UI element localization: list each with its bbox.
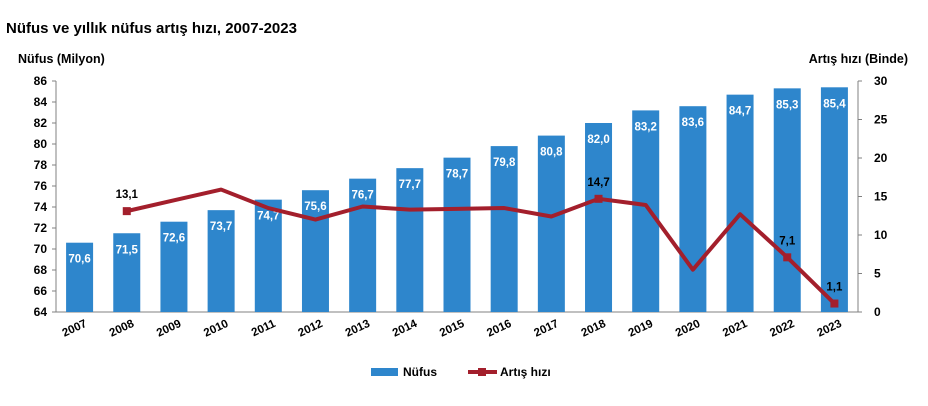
x-tick-label: 2016 <box>485 318 513 340</box>
bar-value-label: 76,7 <box>351 190 373 202</box>
bar <box>773 88 801 312</box>
bar <box>349 178 377 312</box>
bar-value-label: 78,7 <box>446 169 468 181</box>
right-tick-label: 20 <box>874 151 888 165</box>
bar <box>301 190 329 312</box>
left-tick-label: 76 <box>34 179 48 193</box>
left-tick-label: 84 <box>34 95 48 109</box>
bar-value-label: 72,6 <box>163 233 185 245</box>
x-tick-label: 2023 <box>815 318 843 340</box>
bar-value-label: 85,4 <box>823 98 846 110</box>
x-tick-label: 2015 <box>438 318 467 340</box>
x-tick-label: 2007 <box>61 318 89 340</box>
bar <box>726 94 754 313</box>
growth-rate-line <box>126 187 836 305</box>
right-tick-label: 15 <box>874 190 888 204</box>
bar-value-label: 77,7 <box>399 179 421 191</box>
left-axis-title: Nüfus (Milyon) <box>18 52 105 66</box>
left-tick-label: 72 <box>34 221 48 235</box>
x-tick-label: 2008 <box>108 318 137 340</box>
line-value-label: 7,1 <box>779 235 796 247</box>
x-tick-label: 2019 <box>627 318 655 340</box>
x-tick-label: 2020 <box>674 318 702 340</box>
left-tick-label: 64 <box>34 305 48 319</box>
bar <box>160 221 188 312</box>
x-tick-label: 2022 <box>768 318 796 340</box>
bar-value-label: 71,5 <box>116 244 139 256</box>
x-tick-label: 2009 <box>155 318 183 340</box>
left-tick-label: 82 <box>34 116 48 130</box>
x-tick-label: 2018 <box>580 318 609 340</box>
line-point-marker <box>830 299 839 308</box>
bar <box>632 110 660 313</box>
right-tick-label: 30 <box>874 74 888 88</box>
bar <box>585 123 613 312</box>
right-tick-label: 5 <box>874 267 881 281</box>
legend-line-marker <box>478 368 486 376</box>
bar-value-label: 79,8 <box>493 157 516 169</box>
left-tick-label: 78 <box>34 158 48 172</box>
bar <box>396 168 424 312</box>
chart-title: Nüfus ve yıllık nüfus artış hızı, 2007-2… <box>6 20 297 37</box>
line-value-label: 1,1 <box>826 282 843 294</box>
right-axis-title: Artış hızı (Binde) <box>808 52 908 66</box>
x-tick-label: 2012 <box>296 318 324 340</box>
bar <box>66 242 94 312</box>
bar <box>113 233 141 312</box>
bar <box>537 135 565 312</box>
x-tick-label: 2013 <box>344 318 372 340</box>
left-tick-label: 68 <box>34 263 48 277</box>
bar-value-label: 75,6 <box>304 201 326 213</box>
line-value-label: 14,7 <box>587 177 609 189</box>
bar-value-label: 73,7 <box>210 221 232 233</box>
x-tick-label: 2014 <box>391 318 420 340</box>
bar-value-label: 80,8 <box>540 147 563 159</box>
line-point-marker <box>783 253 792 262</box>
right-tick-label: 25 <box>874 113 888 127</box>
left-tick-label: 74 <box>34 200 48 214</box>
bar-value-label: 74,7 <box>257 211 279 223</box>
bar <box>254 199 282 312</box>
x-tick-label: 2011 <box>250 318 278 340</box>
bar <box>820 87 848 312</box>
legend-bar-swatch <box>371 368 398 376</box>
line-point-marker <box>594 194 603 203</box>
right-tick-label: 10 <box>874 228 888 242</box>
left-tick-label: 70 <box>34 242 48 256</box>
left-tick-label: 86 <box>34 74 48 88</box>
left-tick-label: 80 <box>34 137 48 151</box>
legend-label-population: Nüfus <box>403 365 437 379</box>
bar-value-label: 83,6 <box>682 117 704 129</box>
bar-value-label: 82,0 <box>587 134 609 146</box>
legend-label-growth: Artış hızı <box>500 365 551 379</box>
bar-value-label: 83,2 <box>635 121 657 133</box>
bar-value-label: 85,3 <box>776 99 798 111</box>
line-point-marker <box>122 207 131 216</box>
line-value-label: 13,1 <box>116 189 139 201</box>
bar <box>490 146 518 312</box>
bar <box>443 157 471 312</box>
bar-value-label: 70,6 <box>68 254 90 266</box>
bar-value-label: 84,7 <box>729 106 751 118</box>
bar <box>679 106 707 312</box>
left-tick-label: 66 <box>34 284 48 298</box>
x-tick-label: 2017 <box>532 318 560 340</box>
right-tick-label: 0 <box>874 305 881 319</box>
x-tick-label: 2021 <box>721 318 750 340</box>
x-tick-label: 2010 <box>202 318 230 340</box>
bar <box>207 210 235 312</box>
